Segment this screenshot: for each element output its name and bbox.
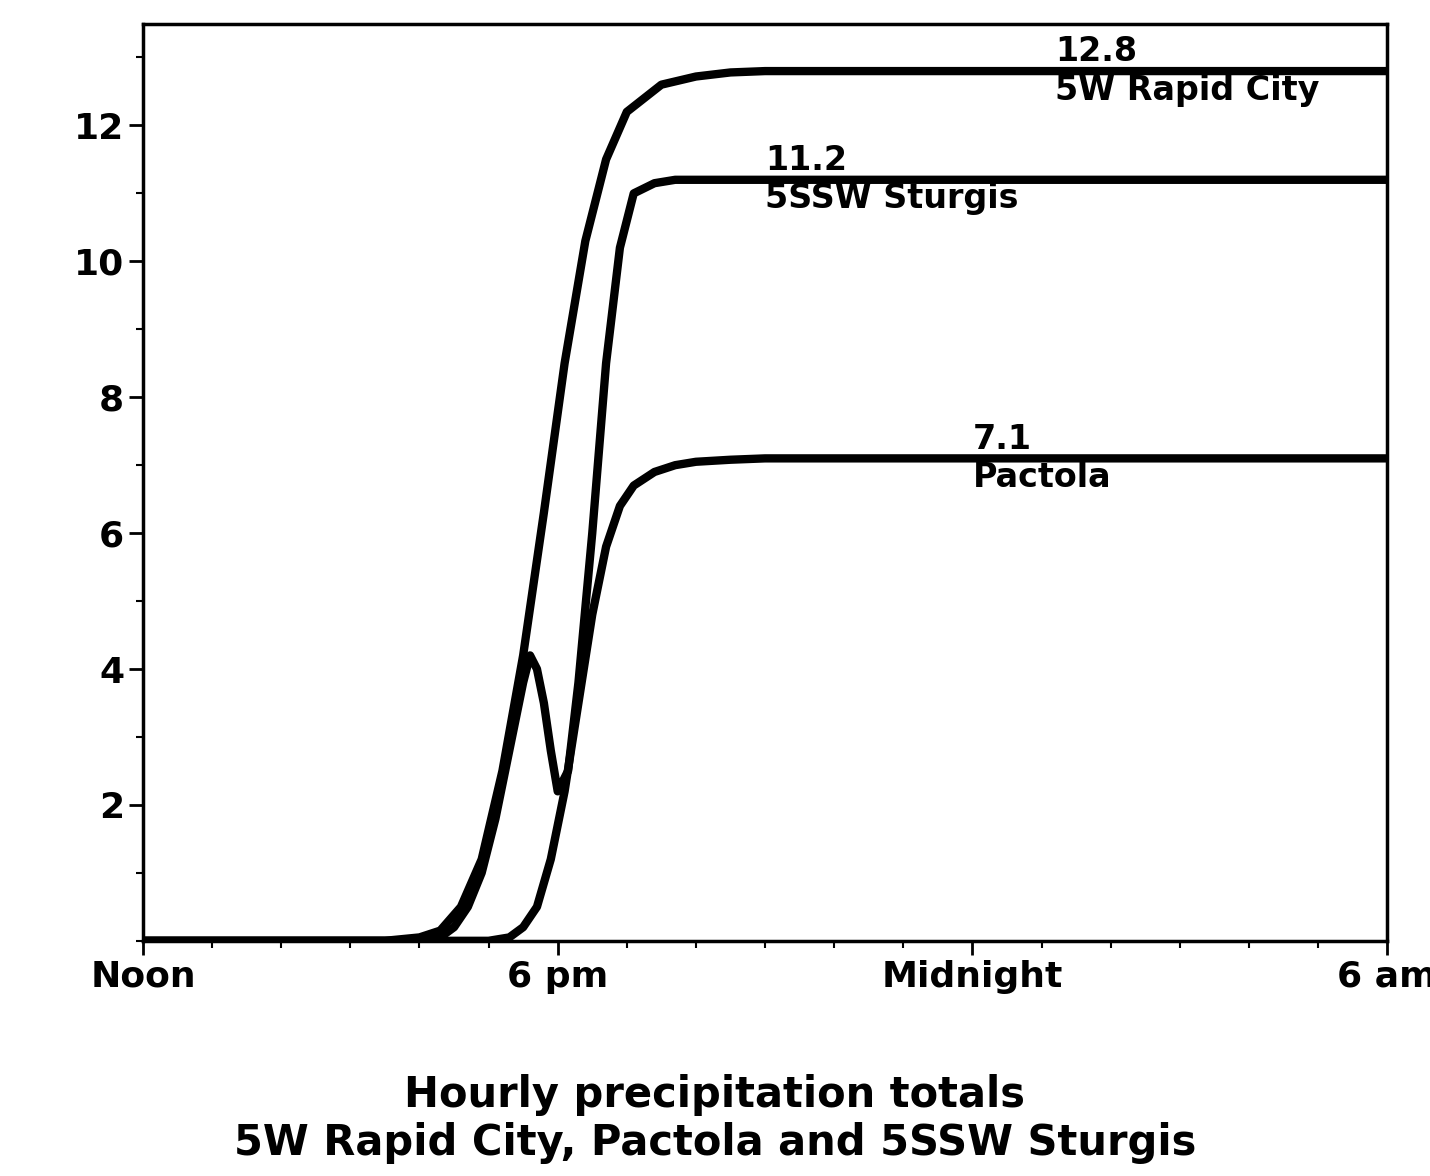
Text: 12.8
5W Rapid City: 12.8 5W Rapid City xyxy=(1055,35,1320,107)
Text: Hourly precipitation totals
5W Rapid City, Pactola and 5SSW Sturgis: Hourly precipitation totals 5W Rapid Cit… xyxy=(235,1074,1195,1164)
Text: 7.1
Pactola: 7.1 Pactola xyxy=(972,423,1111,494)
Text: 11.2
5SSW Sturgis: 11.2 5SSW Sturgis xyxy=(765,145,1018,215)
